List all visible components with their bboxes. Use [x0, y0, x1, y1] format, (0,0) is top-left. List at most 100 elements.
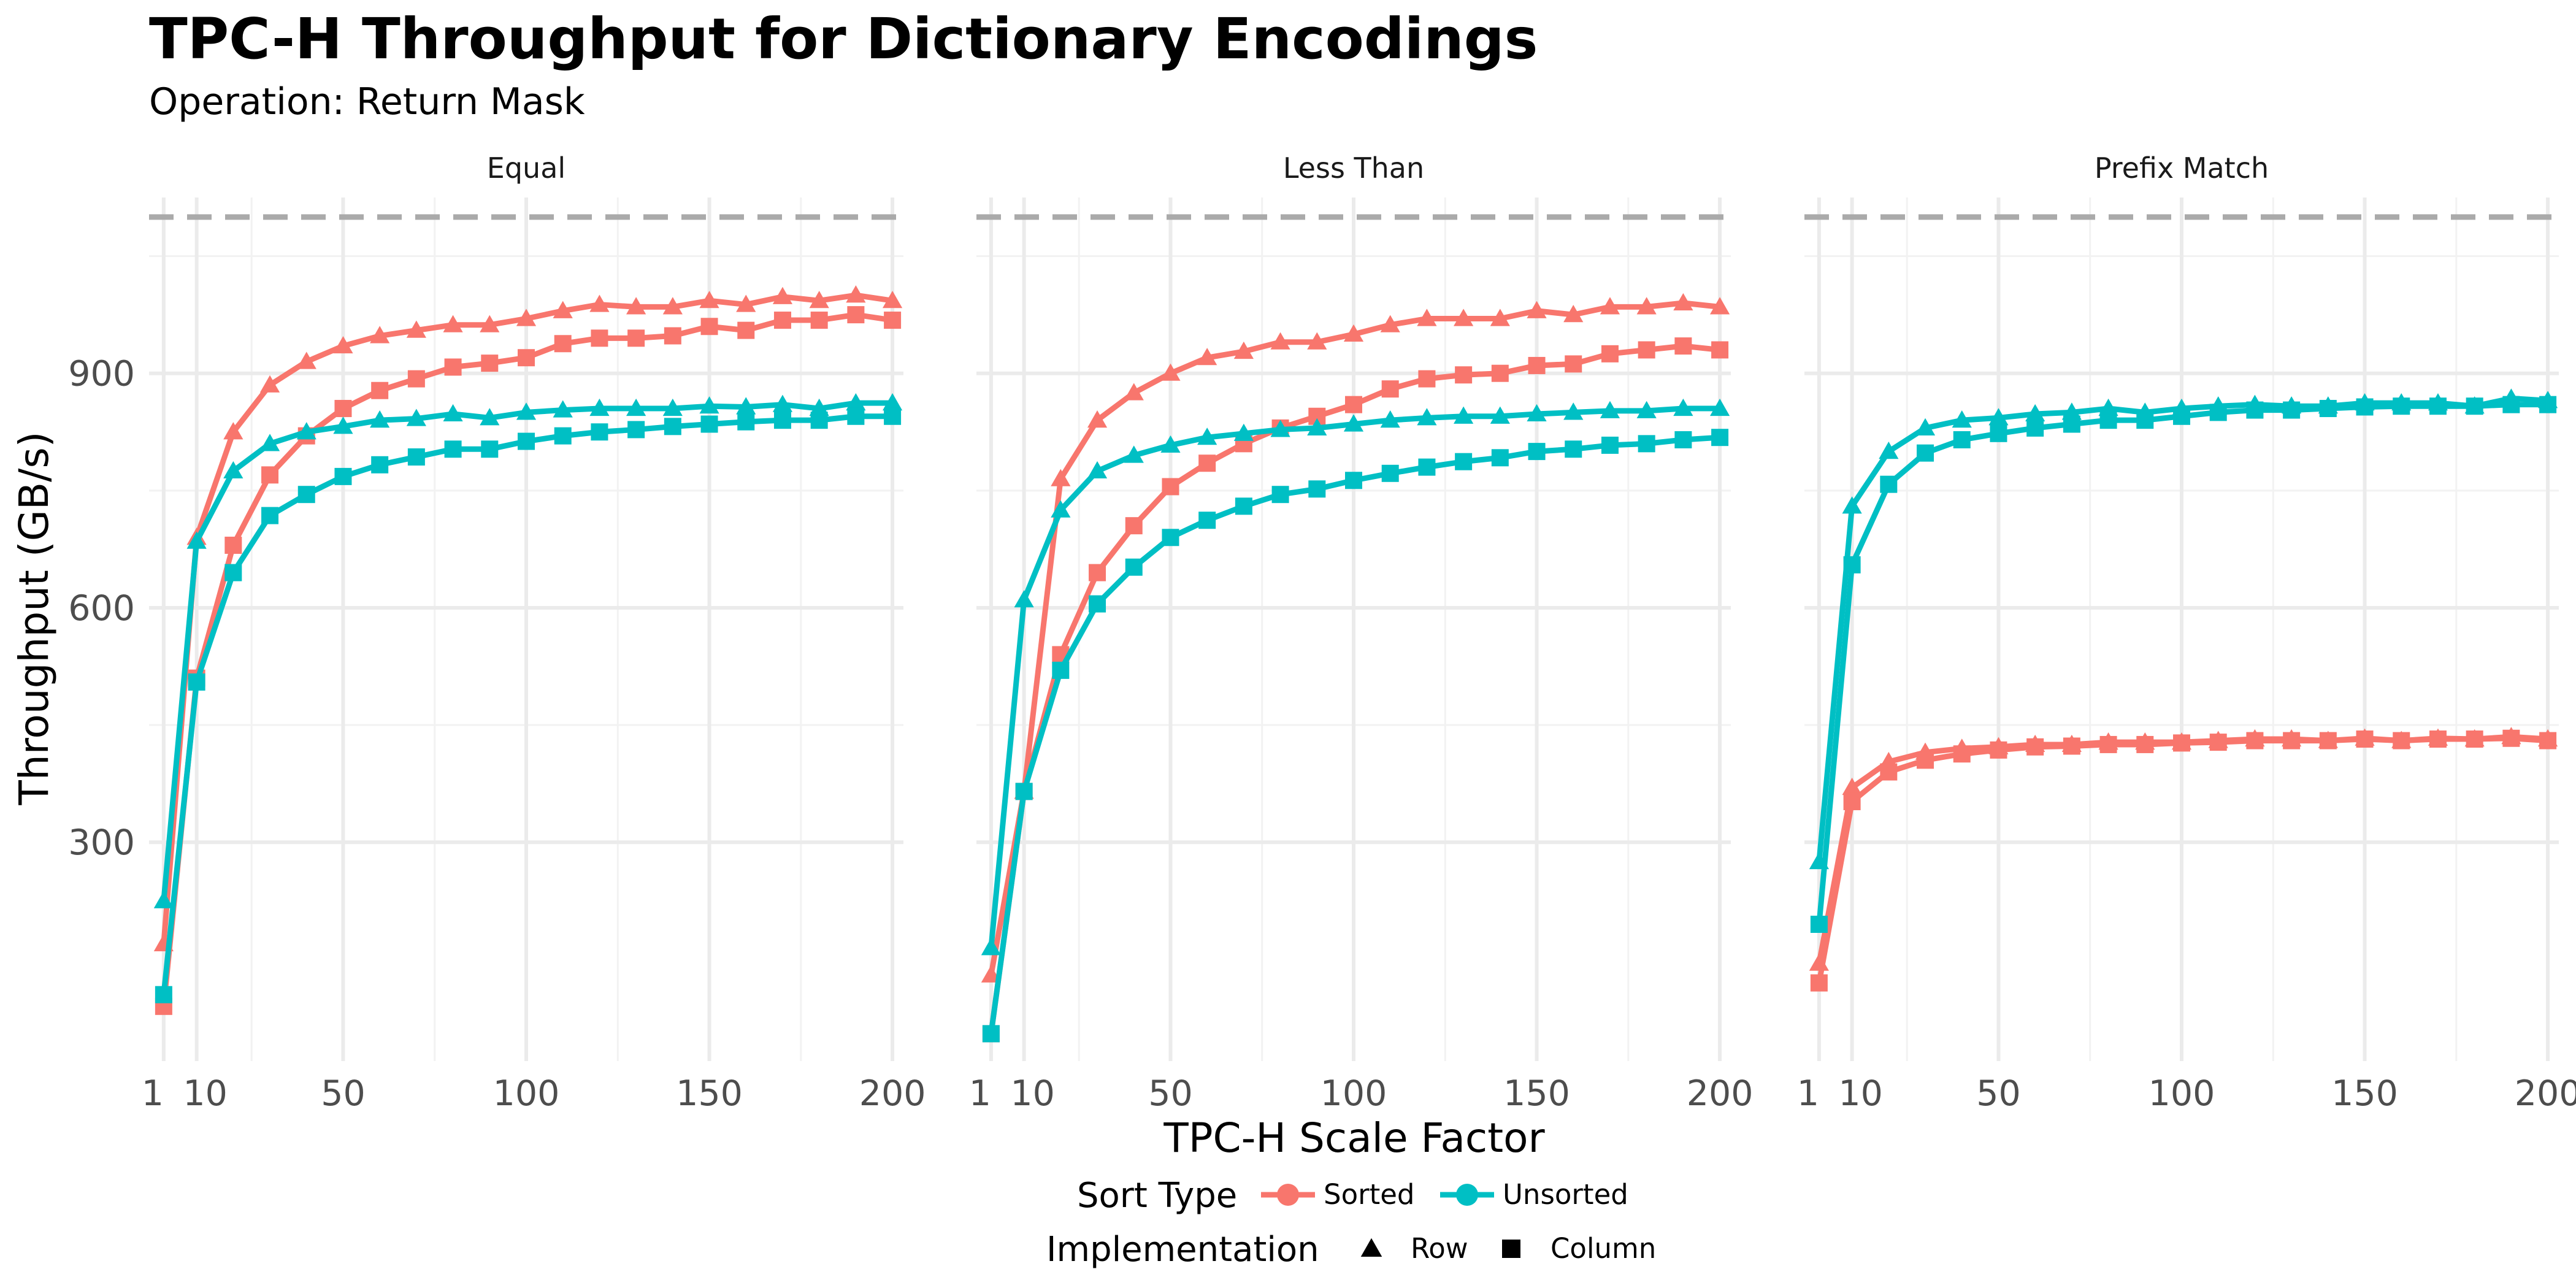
data-point: [1051, 500, 1071, 518]
data-point: [1711, 341, 1729, 359]
data-point: [1125, 517, 1143, 535]
data-point: [809, 291, 829, 309]
data-point: [554, 335, 572, 353]
y-axis-title: Throughput (GB/s): [10, 432, 58, 806]
data-point: [153, 891, 174, 908]
data-point: [1160, 435, 1181, 453]
data-point: [223, 422, 243, 440]
data-point: [259, 434, 280, 451]
data-point: [846, 393, 866, 411]
data-point: [1709, 398, 1730, 416]
data-point: [297, 486, 315, 504]
data-point: [407, 448, 425, 466]
data-point: [1880, 763, 1898, 781]
data-point: [700, 318, 718, 335]
data-point: [884, 407, 902, 425]
x-tick-label: 10: [1838, 1073, 1883, 1114]
data-point: [1418, 458, 1436, 476]
data-point: [1565, 440, 1582, 458]
legend-title-impl: Implementation: [1046, 1230, 1319, 1270]
data-point: [1271, 486, 1289, 504]
data-point: [591, 423, 608, 441]
data-point: [589, 398, 610, 416]
data-point: [2025, 404, 2045, 422]
legend-title-sort: Sort Type: [1077, 1176, 1237, 1216]
data-point: [2099, 735, 2117, 753]
facet-equal: Equal 1 10 50 100 150 200 300 600 900: [68, 151, 926, 1114]
series-sorted-row: [981, 293, 1730, 983]
data-point: [443, 404, 463, 422]
data-point: [186, 531, 207, 549]
data-point: [2061, 402, 2082, 420]
data-point: [1528, 443, 1546, 461]
data-point: [1990, 424, 2007, 442]
data-point: [1638, 341, 1655, 359]
data-point: [2466, 397, 2483, 415]
data-point: [662, 297, 683, 315]
data-point: [2026, 738, 2044, 756]
data-point: [553, 301, 573, 318]
data-point: [1600, 297, 1620, 315]
legend-key-shape: [1502, 1240, 1520, 1258]
data-point: [1953, 431, 1971, 449]
data-point: [626, 398, 646, 416]
data-point: [444, 440, 462, 458]
data-point: [1673, 293, 1693, 311]
legend-item-row: Row: [1360, 1232, 1468, 1265]
data-point: [1052, 661, 1070, 679]
data-point: [2429, 397, 2447, 415]
data-point: [1490, 406, 1510, 424]
x-axis-title: TPC-H Scale Factor: [1163, 1114, 1545, 1162]
facet-label: Less Than: [1283, 151, 1424, 185]
data-point: [664, 327, 681, 345]
data-point: [407, 370, 425, 388]
data-point: [1417, 408, 1437, 426]
data-point: [772, 286, 793, 304]
data-point: [1563, 305, 1584, 323]
data-point: [1601, 345, 1619, 362]
series-unsorted-row: [153, 393, 903, 908]
data-point: [982, 1025, 1000, 1043]
data-point: [2063, 415, 2080, 433]
data-point: [224, 537, 242, 554]
legend-item-column: Column: [1502, 1232, 1656, 1265]
data-point: [2319, 400, 2337, 418]
facet-label: Equal: [487, 151, 565, 185]
data-point: [1636, 401, 1657, 418]
data-point: [2026, 419, 2044, 437]
data-point: [1197, 348, 1217, 366]
data-point: [1198, 512, 1216, 529]
x-tick-label: 200: [859, 1073, 926, 1114]
data-point: [371, 381, 389, 399]
chart-subtitle: Operation: Return Mask: [149, 80, 585, 123]
data-point: [1381, 380, 1399, 398]
data-point: [2099, 412, 2117, 429]
data-point: [1988, 408, 2009, 426]
data-point: [334, 467, 352, 485]
data-point: [2173, 407, 2190, 425]
data-point: [2429, 730, 2447, 748]
x-tick-label: 150: [2331, 1073, 2398, 1114]
data-point: [699, 291, 719, 309]
data-point: [1124, 445, 1144, 463]
data-point: [1087, 461, 1108, 479]
data-point: [1051, 469, 1071, 486]
data-point: [1491, 449, 1509, 467]
x-tick-label: 100: [1321, 1073, 1387, 1114]
x-tick-label: 1: [142, 1073, 164, 1114]
data-point: [626, 297, 646, 315]
data-point: [736, 294, 756, 312]
data-point: [516, 309, 537, 326]
y-tick-label: 900: [68, 354, 135, 394]
legend-label: Unsorted: [1503, 1178, 1628, 1211]
data-point: [1197, 427, 1217, 445]
series-unsorted-column: [982, 429, 1729, 1043]
series-sorted-column: [1810, 729, 2557, 992]
data-point: [1307, 332, 1327, 350]
data-point: [518, 349, 535, 367]
data-point: [2356, 730, 2374, 748]
legend-item-sorted: Sorted: [1261, 1178, 1415, 1211]
data-point: [1418, 370, 1436, 388]
data-point: [2209, 734, 2227, 751]
data-point: [370, 326, 390, 343]
